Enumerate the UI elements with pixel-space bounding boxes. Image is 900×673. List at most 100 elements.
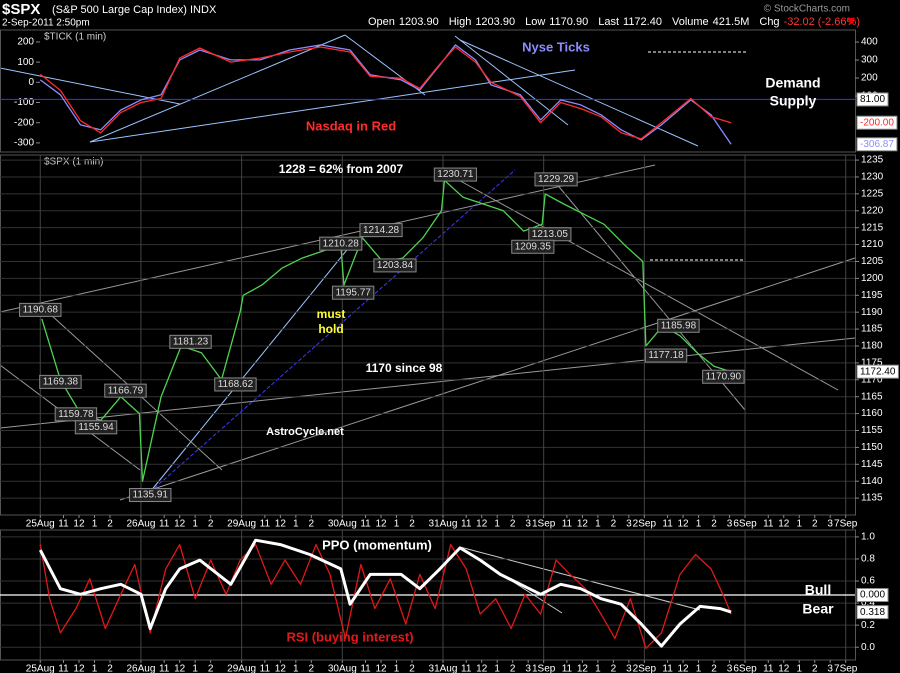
last-value-label: -306.87 [860,139,894,150]
y-tick-label: -200 [14,117,34,128]
x-tick-label: 7Sep [834,519,858,530]
x-tick-label: 11 [260,519,271,530]
x-tick-label: 6Sep [733,519,757,530]
x-tick-label: 12 [577,664,589,673]
x-tick-label: 3 [827,664,833,673]
price-annotation: 1168.62 [218,379,254,390]
quote-label: Low [525,16,545,28]
reference-label-box [856,588,889,602]
x-tick-label: 12 [275,519,287,530]
y-tick-label: 0.4 [861,598,875,609]
x-tick-label: 1 [394,664,400,673]
x-tick-label: 12 [778,664,790,673]
x-tick-label: 11 [763,519,774,530]
price-annotation: 1166.79 [108,385,144,396]
legend-label: RSI (buying interest) [286,629,413,644]
legend-label: Nasdaq in Red [306,118,396,133]
x-tick-label: 2 [409,664,415,673]
price-annotation: 1177.18 [648,350,684,361]
y-tick-label: 1200 [861,273,884,284]
x-tick-label: 1 [796,664,802,673]
price-annotation: 1203.84 [377,260,414,271]
x-tick-label: 11 [360,664,371,673]
x-tick-label: 2 [611,664,617,673]
trendline [0,337,856,429]
y-tick-label: 1145 [861,459,883,470]
note: Demand [765,75,820,91]
x-tick-label: 11 [159,519,170,530]
last-value-label-box [856,605,889,620]
x-tick-label: 1 [595,664,601,673]
x-tick-label: 11 [360,519,371,530]
last-value-label-box [856,364,899,379]
y-tick-label: -300 [14,138,34,149]
x-tick-label: 1 [192,519,198,530]
quote-label: Chg [759,16,779,28]
price-annotation-box [359,223,403,238]
x-tick-label: 29Aug [227,519,256,530]
y-tick-label: 1155 [861,425,883,436]
price-annotation: 1169.38 [43,377,79,388]
note: Supply [770,93,817,109]
price-annotation-box [644,348,688,363]
y-tick-label: 1135 [861,493,883,504]
price-annotation: 1230.71 [437,169,474,180]
trendline [89,69,576,143]
x-tick-label: 2Sep [633,664,657,673]
note: 1228 = 62% from 2007 [279,162,404,176]
y-tick-label: 1215 [861,222,884,233]
x-tick-label: 12 [375,519,387,530]
x-tick-label: 29Aug [227,664,256,673]
quote-label: High [449,16,472,28]
x-tick-label: 3 [525,519,531,530]
x-tick-label: 12 [476,519,488,530]
price-annotation: 1185.98 [661,320,697,331]
series-line [38,538,732,648]
y2-tick-label: 300 [861,55,878,66]
x-tick-label: 11 [461,664,472,673]
price-annotation-box [129,488,172,503]
x-tick-label: 11 [662,519,673,530]
x-tick-label: 12 [375,664,387,673]
panel-frame [0,154,856,516]
x-tick-label: 12 [174,519,186,530]
x-tick-label: 2 [409,519,415,530]
price-annotation: 1229.29 [538,174,575,185]
y-tick-label: 0.8 [861,554,875,565]
x-tick-label: 1 [394,519,400,530]
x-tick-label: 2 [510,519,516,530]
y-tick-label: 1180 [861,341,883,352]
x-tick-label: 12 [678,664,690,673]
price-annotation-box [74,420,118,435]
price-annotation-box [104,383,147,398]
quote-value: 421.5M [713,16,750,28]
x-tick-label: 1 [494,519,500,530]
y-tick-label: 1190 [861,307,883,318]
series-line [39,46,732,140]
x-tick-label: 3 [626,519,632,530]
x-tick-label: 2 [208,519,214,530]
x-tick-label: 2 [711,664,717,673]
trendline [89,34,346,143]
quote-label: Last [598,16,619,28]
x-tick-label: 3 [827,519,833,530]
trendline [459,546,701,611]
price-annotation-box [702,369,745,384]
y-tick-label: 0.0 [861,642,875,653]
x-tick-label: 30Aug [328,664,357,673]
x-tick-label: 12 [73,664,85,673]
x-tick-label: 25Aug [26,664,55,673]
last-value-label: 1172.40 [860,366,896,377]
y-tick-label: 1225 [861,189,884,200]
x-tick-label: 1 [696,664,702,673]
trendline [454,35,569,126]
y2-tick-label: 400 [861,37,878,48]
x-tick-label: 1 [92,664,98,673]
x-tick-label: 2 [208,664,214,673]
note: AstroCycle.net [266,426,344,438]
x-tick-label: 1 [293,664,299,673]
price-annotation-box [169,334,212,349]
x-tick-label: 2 [510,664,516,673]
x-tick-label: 31Aug [429,664,458,673]
x-tick-label: 11 [662,664,673,673]
